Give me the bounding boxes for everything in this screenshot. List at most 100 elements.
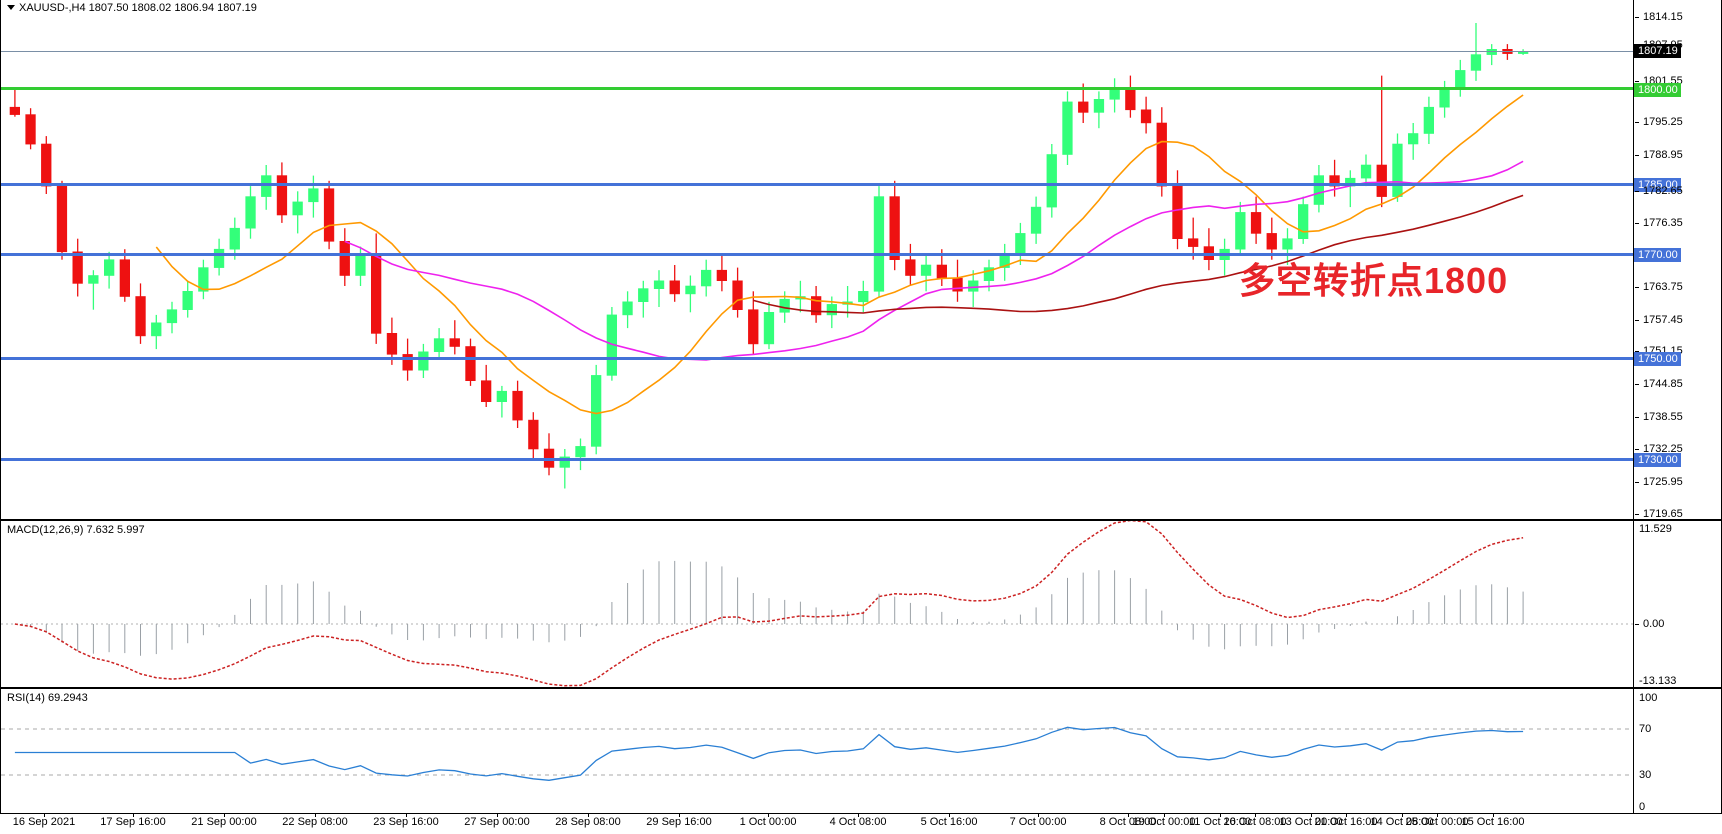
price-tick-180000: 1800.00 (1634, 83, 1681, 97)
ma-line-magenta (344, 160, 1524, 361)
candle-body (1439, 88, 1450, 108)
price-tick-178265: 1782.65 (1634, 185, 1683, 197)
level-1800[interactable] (1, 87, 1635, 90)
price-tick-173855: 1738.55 (1634, 411, 1683, 423)
price-panel[interactable]: 1814.151807.951807.191801.551800.001795.… (0, 0, 1722, 520)
time-axis-tick (497, 814, 498, 817)
candle-body (41, 143, 52, 187)
candle-body (559, 456, 570, 468)
candle-body (716, 269, 727, 282)
time-axis-tick (679, 814, 680, 817)
candle-body (1140, 109, 1152, 124)
candle-body (1062, 101, 1073, 155)
candle-body (1266, 233, 1277, 250)
candle-body (104, 259, 115, 276)
macd-tick-000: 0.00 (1634, 618, 1664, 630)
rsi-axis: 100 70 30 0 (1633, 689, 1721, 813)
rsi-tick-70: 70 (1639, 723, 1652, 735)
candle-body (763, 311, 775, 345)
candle-body (119, 259, 130, 297)
candle-body (1392, 143, 1403, 197)
price-tick-177635: 1776.35 (1634, 217, 1683, 229)
candle-body (213, 248, 225, 268)
level-1770[interactable] (1, 253, 1635, 256)
time-axis-tick (588, 814, 589, 817)
price-tick-179525: 1795.25 (1634, 116, 1683, 128)
time-axis-label: 14 Oct 08:00 (1370, 816, 1434, 828)
price-plot-area[interactable] (1, 0, 1635, 519)
candle-body (151, 322, 162, 337)
candle-body (1125, 88, 1136, 111)
macd-panel[interactable]: 11.529 0.00 -13.133 MACD(12,26,9) 7.632 5.… (0, 520, 1722, 688)
level-1785[interactable] (1, 183, 1635, 186)
time-axis-label: 19 Oct 00:00 (1132, 816, 1196, 828)
time-axis-label: 29 Sep 16:00 (646, 816, 712, 828)
time-axis-label: 1 Oct 00:00 (739, 816, 797, 828)
rsi-panel[interactable]: 100 70 30 0 RSI(14) 69.2943 (0, 688, 1722, 814)
candle-body (1188, 238, 1199, 247)
candle-body (905, 259, 916, 276)
candle-body (1313, 175, 1324, 205)
candle-body (810, 296, 822, 316)
ma-line-orange (155, 94, 1524, 415)
macd-plot-area[interactable] (1, 521, 1635, 687)
candlestick-series (9, 23, 1529, 489)
time-axis-tick (133, 814, 134, 817)
candle-body (968, 280, 979, 292)
rsi-label: RSI(14) 69.2943 (7, 692, 88, 704)
candle-body (858, 290, 869, 303)
time-axis-label: 21 Oct 16:00 (1314, 816, 1378, 828)
candle-body (465, 346, 476, 382)
candle-body (920, 264, 932, 276)
macd-axis: 11.529 0.00 -13.133 (1633, 521, 1721, 687)
price-tick-180719: 1807.19 (1634, 44, 1681, 58)
price-tick-172595: 1725.95 (1634, 476, 1683, 488)
time-axis-tick (44, 814, 45, 817)
candle-body (198, 267, 209, 292)
candle-body (433, 338, 445, 353)
time-axis[interactable]: 16 Sep 2021 17 Sep 16:00 21 Sep 00:00 22 Se… (0, 814, 1722, 834)
time-axis-label: 5 Oct 16:00 (920, 816, 978, 828)
rsi-tick-0: 0 (1639, 801, 1646, 813)
time-axis-label: 11 Oct 16:00 (1188, 816, 1252, 828)
candle-body (1250, 212, 1262, 234)
price-axis[interactable]: 1814.151807.951807.191801.551800.001795.… (1633, 0, 1721, 520)
time-axis-label: 13 Oct 00:00 (1279, 816, 1343, 828)
candle-body (386, 332, 398, 355)
candle-body (323, 188, 335, 242)
candle-body (355, 254, 366, 276)
candle-body (480, 380, 492, 403)
chart-annotation-text: 多空转折点1800 (1239, 260, 1509, 301)
candle-body (590, 375, 602, 447)
candle-body (496, 390, 507, 403)
time-axis-label: 23 Sep 16:00 (373, 816, 439, 828)
current-price-line[interactable] (1, 51, 1635, 52)
candle-body (88, 275, 99, 284)
candle-body (135, 296, 146, 337)
level-1750[interactable] (1, 357, 1635, 360)
rsi-plot-area[interactable] (1, 689, 1635, 813)
chevron-down-icon[interactable] (7, 4, 15, 10)
time-axis-label: 15 Oct 16:00 (1461, 816, 1525, 828)
candle-body (261, 175, 272, 197)
time-axis-tick (1255, 814, 1256, 817)
level-1730[interactable] (1, 458, 1635, 461)
candle-body (622, 301, 633, 316)
time-axis-label: 7 Oct 00:00 (1009, 816, 1067, 828)
candles-group (9, 23, 1529, 489)
candle-body (25, 114, 36, 145)
time-axis-tick (1164, 814, 1165, 817)
candle-body (449, 338, 460, 347)
time-axis-label: 8 Oct 08:00 (1099, 816, 1157, 828)
candle-body (936, 264, 947, 279)
macd-series (1, 521, 1635, 687)
candle-body (1235, 212, 1246, 250)
time-axis-tick (406, 814, 407, 817)
candle-body (1518, 51, 1529, 54)
time-axis-label: 27 Sep 00:00 (464, 816, 530, 828)
candle-body (1046, 154, 1057, 208)
price-tick-176375: 1763.75 (1634, 281, 1683, 293)
rsi-tick-100: 100 (1639, 692, 1658, 704)
time-axis-label: 17 Sep 16:00 (100, 816, 166, 828)
